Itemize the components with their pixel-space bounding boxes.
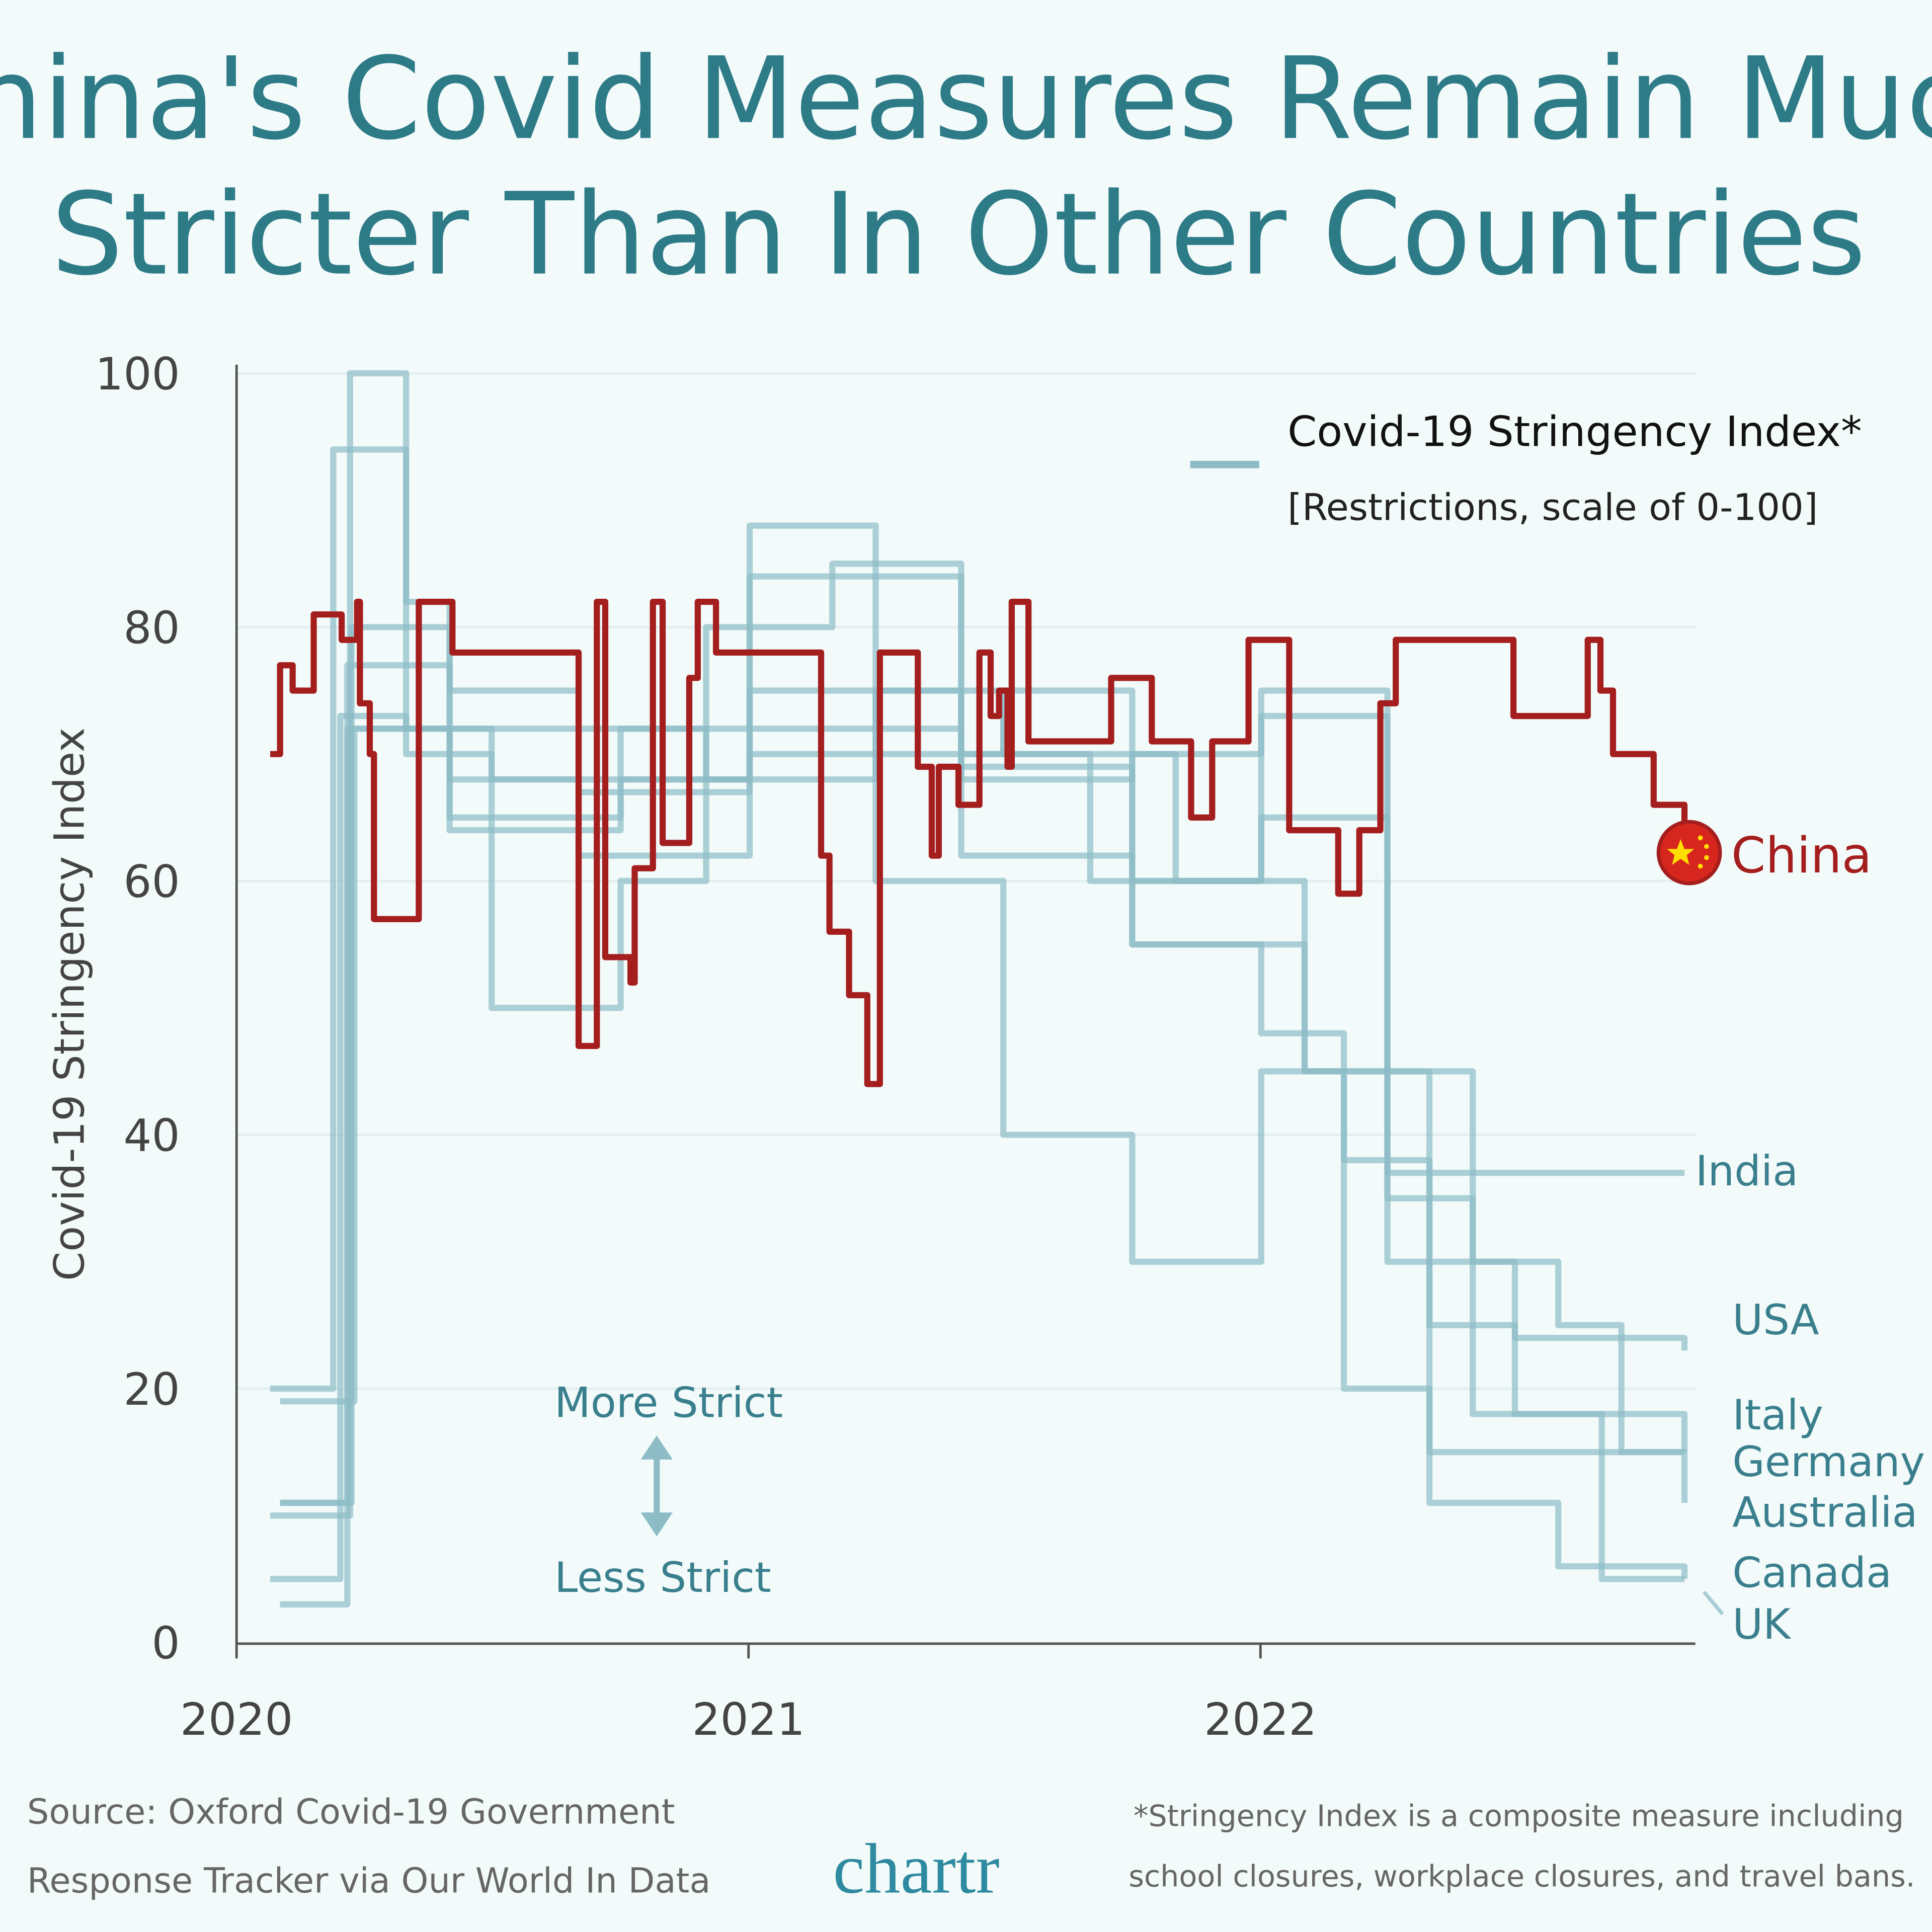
series-label-italy: Italy <box>1732 1391 1823 1439</box>
series-line-china <box>270 598 1688 1087</box>
series-label-germany: Germany <box>1732 1437 1925 1486</box>
less-strict-label: Less Strict <box>554 1553 771 1602</box>
legend-title: Covid-19 Stringency Index* <box>1287 408 1862 456</box>
y-tick-label: 20 <box>123 1363 180 1415</box>
y-tick-label: 40 <box>123 1109 180 1161</box>
series-label-china: China <box>1731 827 1872 884</box>
note-line-1: *Stringency Index is a composite measure… <box>1134 1798 1904 1833</box>
x-tick-label: 2022 <box>1204 1694 1317 1745</box>
x-tick-label: 2020 <box>180 1694 293 1745</box>
y-tick-labels: 0 20 40 60 80 100 <box>95 348 180 1669</box>
series-line-canada <box>280 687 1684 1607</box>
y-tick-label: 80 <box>123 602 180 654</box>
y-tick-label: 0 <box>151 1617 180 1669</box>
x-tick-labels: 2020 2021 2022 <box>180 1643 1317 1745</box>
china-flag-icon <box>1656 820 1722 886</box>
y-tick-label: 60 <box>123 856 180 908</box>
series-line-uk <box>280 522 1688 1579</box>
more-strict-label: More Strict <box>554 1378 783 1427</box>
note-line-2: school closures, workplace closures, and… <box>1129 1859 1915 1893</box>
series-label-india: India <box>1696 1147 1798 1195</box>
uk-pointer <box>1703 1590 1724 1616</box>
y-tick-label: 100 <box>95 348 180 400</box>
series-lines <box>270 370 1688 1607</box>
chartr-logo: chartr <box>833 1829 1000 1908</box>
title-line-1: China's Covid Measures Remain Much <box>0 33 1932 165</box>
source-line-2: Response Tracker via Our World In Data <box>27 1861 711 1901</box>
title-line-2: Stricter Than In Other Countries <box>51 169 1866 301</box>
source-line-1: Source: Oxford Covid-19 Government <box>27 1792 675 1832</box>
series-label-canada: Canada <box>1732 1548 1892 1597</box>
legend-subtitle: [Restrictions, scale of 0-100] <box>1287 486 1818 529</box>
y-axis-label: Covid-19 Stringency Index <box>45 728 94 1281</box>
series-label-usa: USA <box>1732 1296 1819 1344</box>
x-tick-label: 2021 <box>692 1694 805 1745</box>
series-label-uk: UK <box>1732 1600 1792 1649</box>
series-label-australia: Australia <box>1732 1488 1917 1537</box>
double-arrow-icon <box>640 1435 673 1537</box>
